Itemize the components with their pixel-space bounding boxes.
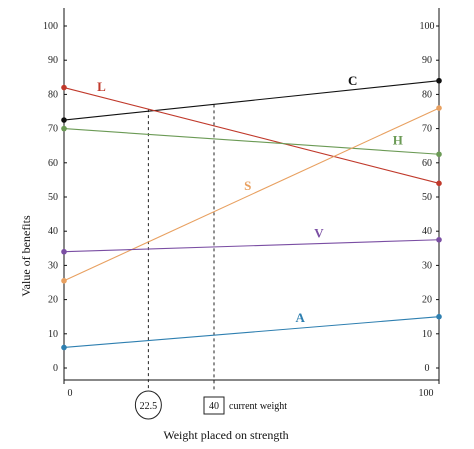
- y-tick-label-right: 50: [422, 192, 432, 203]
- series-label: A: [296, 310, 306, 325]
- series-line: [63, 107, 440, 282]
- x-tick-label: 100: [419, 388, 434, 399]
- series-label: L: [97, 79, 106, 94]
- y-tick-label-right: 90: [422, 55, 432, 66]
- series-V: V: [61, 226, 442, 255]
- y-tick-label-left: 20: [48, 295, 58, 306]
- reference-note: current weight: [229, 401, 287, 412]
- y-tick-label-right: 30: [422, 260, 432, 271]
- y-tick-label-left: 30: [48, 260, 58, 271]
- reference-marker-box: [203, 396, 225, 415]
- x-tick-label: 0: [68, 388, 73, 399]
- series-A: A: [61, 310, 442, 351]
- data-point: [61, 125, 67, 132]
- data-point: [61, 117, 67, 123]
- y-tick-label-left: 50: [48, 192, 58, 203]
- y-tick-label-left: 100: [43, 21, 58, 32]
- data-point: [61, 84, 67, 91]
- y-tick-label-left: 40: [48, 226, 58, 237]
- series-H: H: [61, 125, 442, 158]
- data-point: [436, 236, 442, 243]
- reference-marker-circle: [134, 390, 162, 420]
- y-tick-label-right: 10: [422, 329, 432, 340]
- series-C: C: [61, 73, 442, 123]
- x-axis-title: Weight placed on strength: [163, 428, 288, 442]
- data-point: [61, 277, 67, 284]
- series-label: C: [348, 73, 357, 88]
- y-tick-label-right: 40: [422, 226, 432, 237]
- series-group: C L H S V A: [61, 73, 442, 351]
- y-tick-label-left: 60: [48, 158, 58, 169]
- y-axis-title: Value of benefits: [19, 215, 33, 297]
- data-point: [436, 180, 442, 187]
- reference-value-label: 22.5: [140, 401, 158, 412]
- y-tick-label-right: 80: [422, 89, 432, 100]
- reference-lines: 22.5 40 current weight: [134, 104, 287, 420]
- y-tick-label-left: 80: [48, 89, 58, 100]
- series-S: S: [61, 105, 442, 284]
- series-line: [63, 80, 440, 121]
- series-L: L: [61, 79, 442, 187]
- series-line: [63, 128, 440, 155]
- y-tick-label-right: 100: [420, 21, 435, 32]
- y-tick-label-right: 20: [422, 295, 432, 306]
- data-point: [436, 313, 442, 320]
- y-tick-label-left: 70: [48, 124, 58, 135]
- series-label: S: [244, 178, 251, 193]
- data-point: [436, 105, 442, 111]
- data-point: [436, 151, 442, 158]
- y-tick-label-left: 90: [48, 55, 58, 66]
- reference-value-label: 40: [209, 401, 219, 412]
- y-tick-label-left: 0: [53, 363, 58, 374]
- axes: 0 0 10 10 20 20 30 30 40 40 50 50 60 60 70 70 80 80 90 90 10…: [43, 8, 440, 399]
- series-line: [63, 239, 440, 253]
- data-point: [61, 248, 67, 255]
- data-point: [61, 344, 67, 351]
- series-label: H: [393, 132, 403, 147]
- y-tick-label-left: 10: [48, 329, 58, 340]
- series-line: [63, 87, 440, 184]
- y-tick-label-right: 70: [422, 124, 432, 135]
- data-point: [436, 77, 442, 84]
- y-tick-label-right: 0: [425, 363, 430, 374]
- y-tick-label-right: 60: [422, 158, 432, 169]
- series-label: V: [314, 226, 324, 241]
- series-line: [63, 316, 440, 349]
